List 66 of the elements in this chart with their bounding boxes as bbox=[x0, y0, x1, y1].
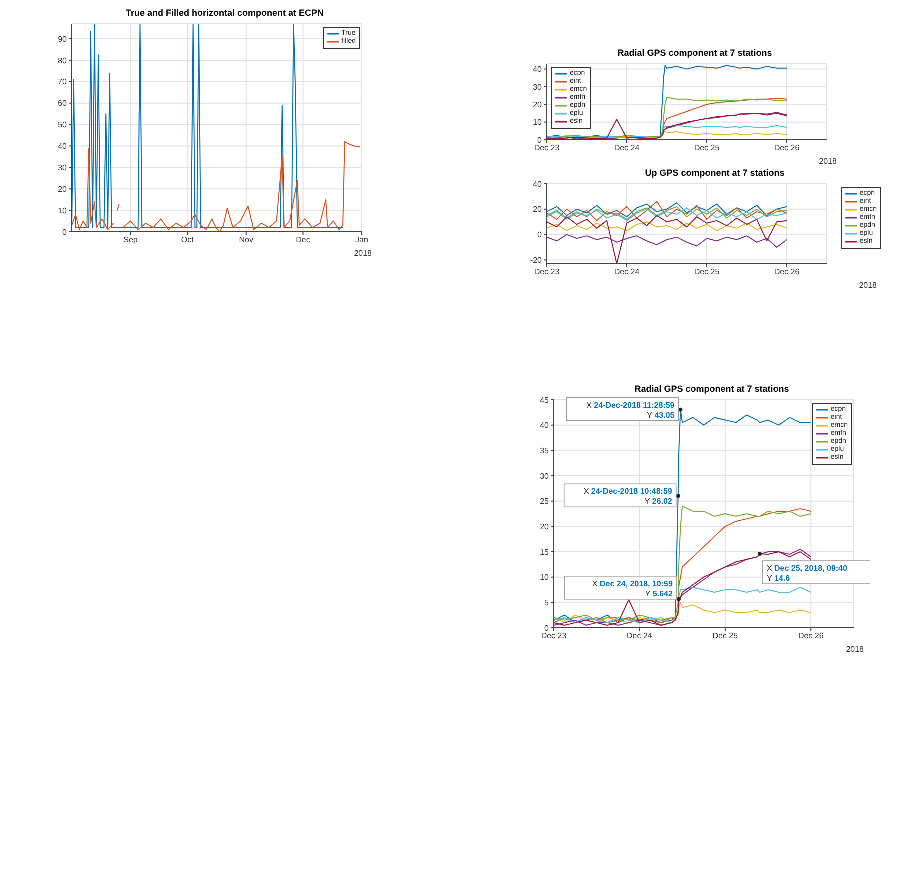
y-tick-label: 10 bbox=[540, 573, 550, 582]
x-tick-label: Nov bbox=[239, 236, 254, 245]
annotation: X 24-Dec-2018 10:48:59 Y 26.02 bbox=[584, 487, 673, 506]
y-tick-label: 20 bbox=[58, 184, 68, 194]
text: 2018 bbox=[819, 157, 837, 166]
x-tick-label: Oct bbox=[181, 236, 195, 245]
annotation: X 24-Dec-2018 11:28:59 Y 43.05 bbox=[586, 400, 676, 420]
line-series bbox=[547, 222, 788, 232]
y-tick-label: 90 bbox=[58, 34, 68, 44]
y-tick-label: 60 bbox=[58, 99, 68, 108]
annotation: X Dec 24, 2018, 10:59 Y 5.642 bbox=[592, 579, 674, 598]
x-tick-label: Dec bbox=[296, 236, 310, 245]
y-tick-label: 20 bbox=[533, 205, 543, 214]
x-tick-label: Jan bbox=[356, 236, 368, 245]
x-tick-label: Dec 23 bbox=[534, 144, 560, 153]
text: 2018 bbox=[846, 645, 864, 654]
y-tick-label: 20 bbox=[540, 522, 550, 532]
line-series bbox=[547, 125, 788, 139]
y-tick-label: 30 bbox=[540, 472, 550, 481]
text: 2018 bbox=[354, 249, 372, 258]
y-tick-label: 25 bbox=[540, 497, 550, 506]
y-tick-label: 10 bbox=[58, 206, 68, 216]
text: 2018 bbox=[859, 281, 877, 290]
x-tick-label: Dec 23 bbox=[541, 632, 568, 641]
chart-title: Radial GPS component at 7 stations bbox=[634, 384, 790, 396]
x-tick-label: Dec 25 bbox=[694, 268, 720, 277]
y-tick-label: 70 bbox=[58, 78, 68, 87]
x-tick-label: Dec 24 bbox=[627, 632, 653, 641]
y-tick-label: 30 bbox=[533, 82, 543, 92]
y-tick-label: 40 bbox=[58, 142, 68, 152]
x-tick-label: Dec 25 bbox=[712, 632, 739, 641]
y-tick-label: 50 bbox=[58, 120, 68, 130]
y-tick-label: 40 bbox=[533, 180, 543, 189]
y-tick-label: 0 bbox=[538, 230, 543, 240]
y-tick-label: 40 bbox=[533, 65, 543, 74]
chart-title: Up GPS component at 7 stations bbox=[644, 168, 786, 180]
y-tick-label: 80 bbox=[58, 56, 68, 66]
line-series bbox=[547, 202, 788, 218]
y-tick-label: 0 bbox=[544, 624, 550, 633]
x-tick-label: Dec 23 bbox=[534, 268, 560, 277]
y-tick-label: 15 bbox=[540, 548, 550, 557]
y-tick-label: 0 bbox=[62, 228, 68, 237]
y-tick-label: 35 bbox=[540, 446, 550, 456]
y-tick-label: -20 bbox=[530, 256, 543, 266]
line-series bbox=[547, 215, 788, 264]
y-tick-label: 0 bbox=[538, 136, 543, 145]
x-tick-label: Dec 25 bbox=[694, 144, 720, 153]
x-tick-label: Dec 24 bbox=[614, 144, 640, 153]
chart-title: Radial GPS component at 7 stations bbox=[616, 48, 774, 60]
x-tick-label: Sep bbox=[124, 236, 138, 245]
line-series bbox=[554, 602, 812, 624]
line-series bbox=[547, 201, 788, 222]
y-tick-label: 40 bbox=[540, 421, 550, 430]
annotation: X Dec 25, 2018, 09:40 Y 14.6 bbox=[766, 564, 848, 584]
x-tick-label: Dec 26 bbox=[774, 268, 800, 277]
y-tick-label: 5 bbox=[544, 598, 550, 608]
x-tick-label: Dec 24 bbox=[614, 268, 640, 277]
line-series bbox=[554, 586, 812, 624]
x-tick-label: Dec 26 bbox=[798, 632, 824, 641]
y-tick-label: 45 bbox=[540, 396, 550, 405]
y-tick-label: 20 bbox=[533, 100, 543, 110]
chart-title: True and Filled horizontal component at ECPN bbox=[124, 8, 325, 20]
y-tick-label: 10 bbox=[533, 118, 543, 128]
y-tick-label: 30 bbox=[58, 164, 68, 173]
x-tick-label: Dec 26 bbox=[774, 144, 800, 153]
line-series bbox=[547, 234, 788, 248]
